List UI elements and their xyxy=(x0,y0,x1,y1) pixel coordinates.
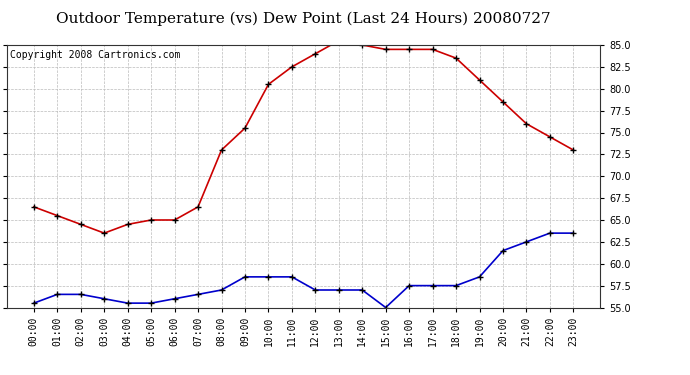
Text: Copyright 2008 Cartronics.com: Copyright 2008 Cartronics.com xyxy=(10,50,180,60)
Text: Outdoor Temperature (vs) Dew Point (Last 24 Hours) 20080727: Outdoor Temperature (vs) Dew Point (Last… xyxy=(57,11,551,26)
